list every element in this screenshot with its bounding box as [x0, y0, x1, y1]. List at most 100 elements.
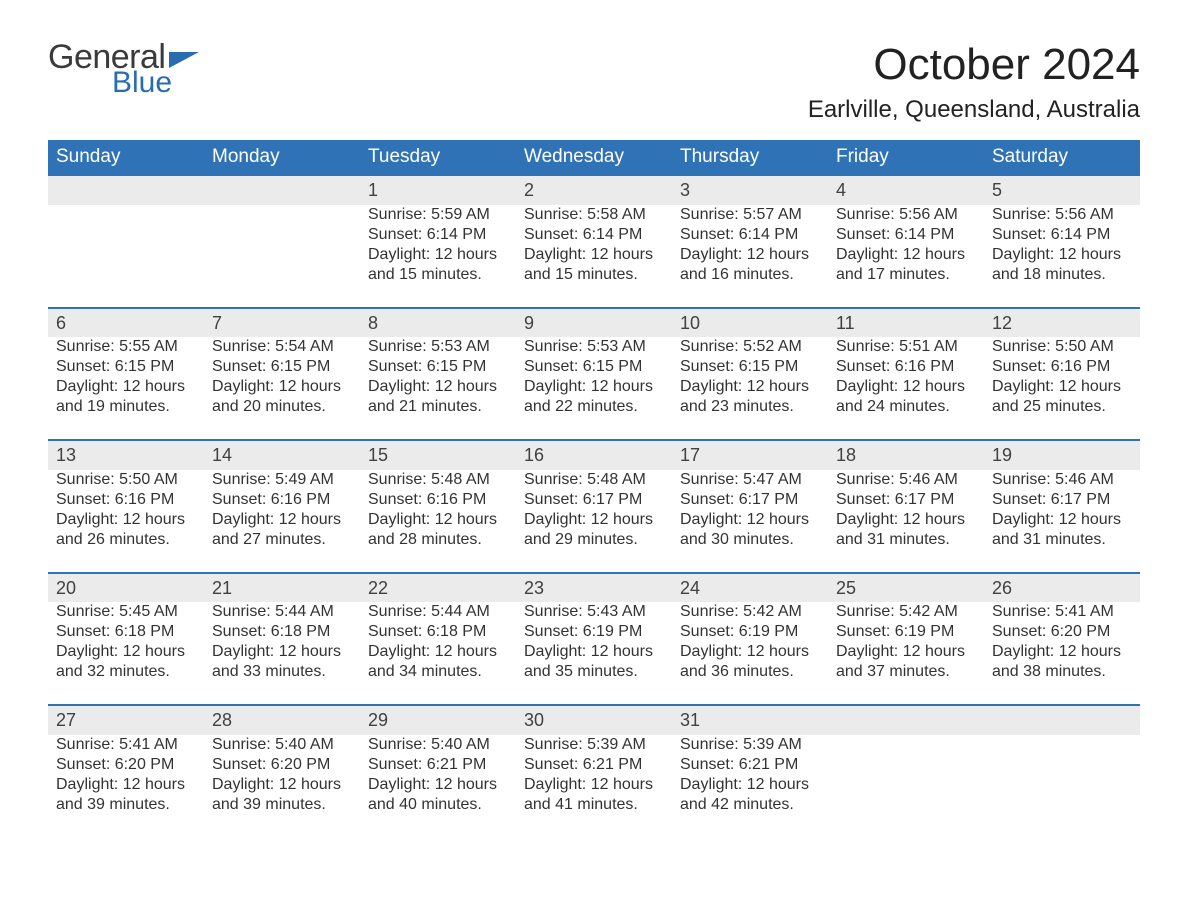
day-number-cell: [984, 705, 1140, 735]
daylight1-text: Daylight: 12 hours: [524, 510, 664, 530]
sunset-text: Sunset: 6:14 PM: [836, 225, 976, 245]
day-cell: Sunrise: 5:48 AMSunset: 6:16 PMDaylight:…: [360, 470, 516, 573]
day-number-cell: 19: [984, 440, 1140, 470]
day-cell: Sunrise: 5:41 AMSunset: 6:20 PMDaylight:…: [984, 602, 1140, 705]
sunset-text: Sunset: 6:14 PM: [524, 225, 664, 245]
daynum-row: 2728293031: [48, 705, 1140, 735]
sunset-text: Sunset: 6:17 PM: [836, 490, 976, 510]
daylight2-text: and 15 minutes.: [368, 265, 508, 285]
sunrise-text: Sunrise: 5:40 AM: [368, 735, 508, 755]
sunrise-text: Sunrise: 5:44 AM: [368, 602, 508, 622]
sunrise-text: Sunrise: 5:47 AM: [680, 470, 820, 490]
day-cell: Sunrise: 5:51 AMSunset: 6:16 PMDaylight:…: [828, 337, 984, 440]
daylight2-text: and 37 minutes.: [836, 662, 976, 682]
daylight1-text: Daylight: 12 hours: [524, 775, 664, 795]
day-cell: Sunrise: 5:45 AMSunset: 6:18 PMDaylight:…: [48, 602, 204, 705]
day-number-cell: 2: [516, 175, 672, 205]
sunrise-text: Sunrise: 5:49 AM: [212, 470, 352, 490]
sunrise-text: Sunrise: 5:56 AM: [836, 205, 976, 225]
daylight1-text: Daylight: 12 hours: [836, 245, 976, 265]
sunset-text: Sunset: 6:17 PM: [524, 490, 664, 510]
daynum-row: 13141516171819: [48, 440, 1140, 470]
daylight1-text: Daylight: 12 hours: [524, 377, 664, 397]
day-number-cell: 16: [516, 440, 672, 470]
daylight2-text: and 31 minutes.: [836, 530, 976, 550]
sunrise-text: Sunrise: 5:59 AM: [368, 205, 508, 225]
sunset-text: Sunset: 6:16 PM: [212, 490, 352, 510]
daylight1-text: Daylight: 12 hours: [368, 642, 508, 662]
sunrise-text: Sunrise: 5:41 AM: [56, 735, 196, 755]
sunset-text: Sunset: 6:14 PM: [992, 225, 1132, 245]
day-number-cell: 8: [360, 308, 516, 338]
daylight2-text: and 41 minutes.: [524, 795, 664, 815]
day-number-cell: 6: [48, 308, 204, 338]
sunset-text: Sunset: 6:19 PM: [836, 622, 976, 642]
daylight1-text: Daylight: 12 hours: [368, 510, 508, 530]
day-number-cell: [828, 705, 984, 735]
weekday-header: Sunday: [48, 140, 204, 175]
weekday-header: Friday: [828, 140, 984, 175]
daylight1-text: Daylight: 12 hours: [680, 775, 820, 795]
day-number-cell: [48, 175, 204, 205]
daylight2-text: and 20 minutes.: [212, 397, 352, 417]
sunset-text: Sunset: 6:18 PM: [212, 622, 352, 642]
day-cell: Sunrise: 5:48 AMSunset: 6:17 PMDaylight:…: [516, 470, 672, 573]
day-cell: Sunrise: 5:40 AMSunset: 6:20 PMDaylight:…: [204, 735, 360, 837]
day-cell: Sunrise: 5:43 AMSunset: 6:19 PMDaylight:…: [516, 602, 672, 705]
sunrise-text: Sunrise: 5:41 AM: [992, 602, 1132, 622]
day-cell: [984, 735, 1140, 837]
day-cell: [48, 205, 204, 308]
daylight1-text: Daylight: 12 hours: [992, 245, 1132, 265]
sunrise-text: Sunrise: 5:51 AM: [836, 337, 976, 357]
day-number-cell: 25: [828, 573, 984, 603]
daylight2-text: and 34 minutes.: [368, 662, 508, 682]
day-content-row: Sunrise: 5:41 AM Sunset: 6:20 PM Daylight:…: [48, 735, 1140, 837]
day-number-cell: [204, 175, 360, 205]
daylight2-text: and 27 minutes.: [212, 530, 352, 550]
day-number-cell: 11: [828, 308, 984, 338]
sunrise-text: Sunrise: 5:53 AM: [368, 337, 508, 357]
daylight1-text: Daylight: 12 hours: [56, 642, 196, 662]
sunset-text: Sunset: 6:16 PM: [992, 357, 1132, 377]
title-block: October 2024 Earlville, Queensland, Aust…: [808, 40, 1140, 124]
sunrise-text: Sunrise: 5:57 AM: [680, 205, 820, 225]
daylight2-text: and 26 minutes.: [56, 530, 196, 550]
daylight2-text: and 35 minutes.: [524, 662, 664, 682]
sunset-text: Sunset: 6:19 PM: [680, 622, 820, 642]
brand-logo: General Blue: [48, 40, 199, 98]
day-cell: Sunrise: 5:59 AMSunset: 6:14 PMDaylight:…: [360, 205, 516, 308]
daylight2-text: and 25 minutes.: [992, 397, 1132, 417]
day-cell: Sunrise: 5:40 AMSunset: 6:21 PMDaylight:…: [360, 735, 516, 837]
daylight2-text: and 24 minutes.: [836, 397, 976, 417]
sunset-text: Sunset: 6:20 PM: [212, 755, 352, 775]
daylight1-text: Daylight: 12 hours: [680, 245, 820, 265]
sunrise-text: Sunrise: 5:54 AM: [212, 337, 352, 357]
daynum-row: 6789101112: [48, 308, 1140, 338]
day-number-cell: 20: [48, 573, 204, 603]
sunset-text: Sunset: 6:14 PM: [368, 225, 508, 245]
weekday-header: Tuesday: [360, 140, 516, 175]
daylight2-text: and 32 minutes.: [56, 662, 196, 682]
calendar-table: Sunday Monday Tuesday Wednesday Thursday…: [48, 140, 1140, 837]
day-number-cell: 31: [672, 705, 828, 735]
daylight1-text: Daylight: 12 hours: [524, 642, 664, 662]
sunset-text: Sunset: 6:17 PM: [992, 490, 1132, 510]
daylight1-text: Daylight: 12 hours: [212, 377, 352, 397]
sunrise-text: Sunrise: 5:48 AM: [368, 470, 508, 490]
sunrise-text: Sunrise: 5:45 AM: [56, 602, 196, 622]
daylight1-text: Daylight: 12 hours: [368, 245, 508, 265]
brand-word2: Blue: [112, 68, 199, 98]
sunrise-text: Sunrise: 5:42 AM: [836, 602, 976, 622]
daylight2-text: and 38 minutes.: [992, 662, 1132, 682]
day-cell: Sunrise: 5:50 AMSunset: 6:16 PMDaylight:…: [984, 337, 1140, 440]
sunrise-text: Sunrise: 5:56 AM: [992, 205, 1132, 225]
daylight2-text: and 31 minutes.: [992, 530, 1132, 550]
sunset-text: Sunset: 6:20 PM: [992, 622, 1132, 642]
daylight2-text: and 28 minutes.: [368, 530, 508, 550]
header: General Blue October 2024 Earlville, Que…: [48, 40, 1140, 124]
daylight2-text: and 42 minutes.: [680, 795, 820, 815]
daylight2-text: and 23 minutes.: [680, 397, 820, 417]
daylight2-text: and 18 minutes.: [992, 265, 1132, 285]
day-number-cell: 29: [360, 705, 516, 735]
daylight1-text: Daylight: 12 hours: [524, 245, 664, 265]
